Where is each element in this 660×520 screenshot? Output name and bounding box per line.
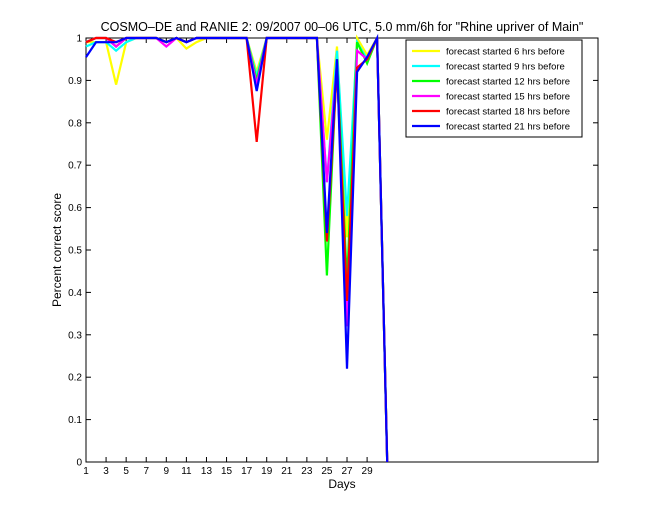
legend-label: forecast started 12 hrs before <box>446 77 570 88</box>
y-tick-label: 0.6 <box>68 203 82 214</box>
x-tick-label: 5 <box>123 466 129 477</box>
x-tick-label: 17 <box>241 466 253 477</box>
y-tick-label: 0.3 <box>68 330 82 341</box>
y-axis: 0 0.1 0.2 0.3 0.4 0.5 0.6 0.7 0.8 0.9 1 <box>68 34 598 469</box>
y-tick-label: 0.9 <box>68 76 82 87</box>
x-tick-label: 7 <box>143 466 149 477</box>
legend-label: forecast started 9 hrs before <box>446 62 565 73</box>
x-tick-label: 11 <box>181 466 192 477</box>
x-axis: 1 3 5 7 9 11 13 15 17 19 21 23 25 27 29 <box>83 38 373 477</box>
x-tick-label: 13 <box>201 466 213 477</box>
x-tick-label: 29 <box>362 466 374 477</box>
x-tick-label: 9 <box>164 466 170 477</box>
x-tick-label: 23 <box>301 466 313 477</box>
x-tick-label: 19 <box>261 466 273 477</box>
x-tick-label: 15 <box>221 466 233 477</box>
y-tick-label: 0.7 <box>68 161 82 172</box>
x-axis-label: Days <box>328 477 355 491</box>
legend-label: forecast started 6 hrs before <box>446 47 565 58</box>
y-tick-label: 0.5 <box>68 246 82 257</box>
legend-label: forecast started 15 hrs before <box>446 92 570 103</box>
y-tick-label: 0 <box>76 458 82 469</box>
y-tick-label: 0.4 <box>68 288 82 299</box>
x-tick-label: 27 <box>341 466 353 477</box>
legend-label: forecast started 21 hrs before <box>446 122 570 133</box>
x-tick-label: 21 <box>281 466 293 477</box>
y-tick-label: 1 <box>76 34 82 45</box>
series-lines <box>85 33 389 463</box>
legend-box <box>405 39 583 138</box>
legend-label: forecast started 18 hrs before <box>446 107 570 118</box>
x-tick-label: 1 <box>83 466 89 477</box>
y-axis-label: Percent correct score <box>50 193 64 307</box>
x-tick-label: 25 <box>321 466 333 477</box>
x-tick-label: 3 <box>103 466 109 477</box>
series-line <box>85 33 389 463</box>
y-tick-label: 0.8 <box>68 118 82 129</box>
y-tick-label: 0.2 <box>68 373 82 384</box>
y-tick-label: 0.1 <box>68 415 82 426</box>
legend: forecast started 6 hrs before forecast st… <box>405 39 583 138</box>
chart-title: COSMO–DE and RANIE 2: 09/2007 00–06 UTC,… <box>101 20 584 34</box>
